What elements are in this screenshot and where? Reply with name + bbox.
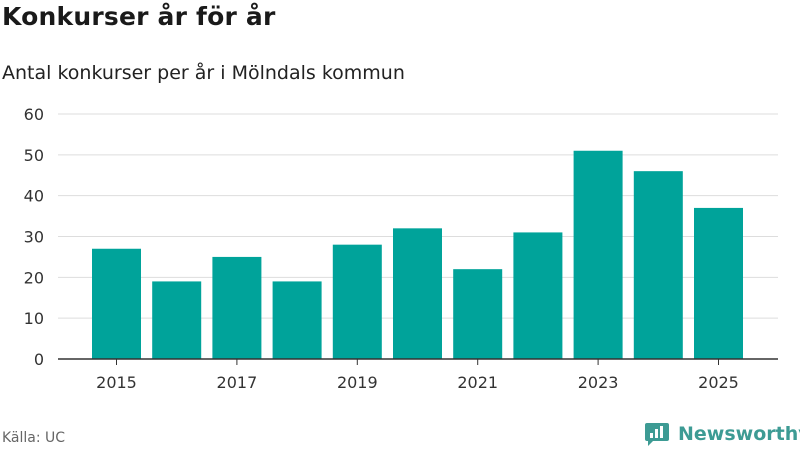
bar-2024: [633, 171, 683, 359]
x-tick-label: 2025: [698, 373, 739, 392]
y-tick-label: 0: [34, 350, 44, 369]
x-tick-label: 2015: [96, 373, 137, 392]
bar-2021: [453, 269, 503, 359]
y-tick-label: 30: [24, 228, 44, 247]
brand-name: Newsworthy: [678, 423, 800, 445]
bar-2019: [332, 244, 382, 359]
y-tick-label: 20: [24, 268, 44, 287]
x-tick-label: 2023: [578, 373, 619, 392]
y-tick-label: 40: [24, 187, 44, 206]
bar-2025: [694, 207, 743, 359]
x-tick-label: 2021: [457, 373, 498, 392]
y-tick-label: 60: [24, 105, 44, 124]
y-tick-label: 10: [24, 309, 44, 328]
bar-2016: [152, 281, 202, 359]
bar-2023: [573, 150, 623, 359]
brand-logo: Newsworthy: [644, 420, 800, 448]
x-tick-label: 2017: [217, 373, 258, 392]
bar-2022: [513, 232, 563, 359]
bar-2015: [92, 248, 141, 359]
bar-chart: 0 10 20 30 40 50 60 2015 2017 2019 2021 2023 2025: [24, 105, 778, 392]
source-note: Källa: UC: [2, 430, 66, 446]
newsworthy-logo-icon: [645, 423, 669, 446]
chart-subtitle: Antal konkurser per år i Mölndals kommun: [2, 62, 405, 84]
bar-2018: [272, 281, 322, 359]
y-tick-label: 50: [24, 146, 44, 165]
chart-title: Konkurser år för år: [2, 2, 276, 31]
bar-2020: [393, 228, 442, 359]
x-tick-label: 2019: [337, 373, 378, 392]
bar-2017: [212, 256, 262, 359]
